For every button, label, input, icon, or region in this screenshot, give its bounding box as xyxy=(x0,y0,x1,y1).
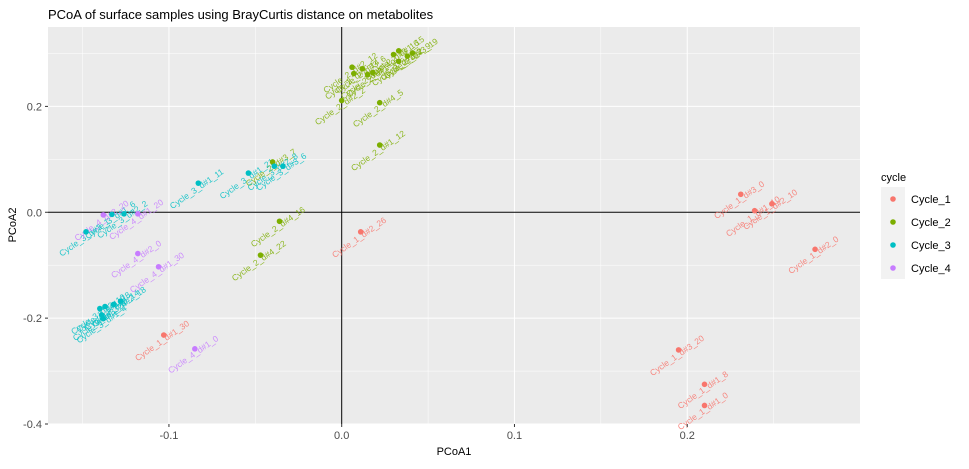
legend-title: cycle xyxy=(881,172,906,184)
data-point-cycle-2 xyxy=(349,64,355,71)
y-tick-label: -0.2 xyxy=(23,313,42,325)
data-point-cycle-3 xyxy=(117,298,124,304)
data-point-cycle-2 xyxy=(364,71,371,78)
data-point-cycle-2 xyxy=(338,97,345,104)
data-point-cycle-1 xyxy=(751,207,758,214)
y-tick-label: -0.4 xyxy=(23,419,42,431)
data-point-cycle-2 xyxy=(370,69,376,76)
legend-key-cycle-2 xyxy=(890,219,896,225)
data-point-cycle-3 xyxy=(109,211,115,218)
data-point-cycle-2 xyxy=(404,53,411,59)
y-tick-label: 0.0 xyxy=(27,207,42,219)
chart-title: PCoA of surface samples using BrayCurtis… xyxy=(48,7,434,22)
x-tick-label: 0.0 xyxy=(334,430,349,442)
data-point-cycle-2 xyxy=(359,66,366,72)
data-point-cycle-1 xyxy=(160,332,167,338)
data-points xyxy=(83,48,818,409)
legend-label: Cycle_4 xyxy=(911,263,951,275)
data-point-cycle-2 xyxy=(395,48,402,54)
data-point-cycle-3 xyxy=(110,301,117,308)
legend: cycle Cycle_1 Cycle_2 Cycle_3 Cycle_4 xyxy=(881,172,951,279)
legend-key-cycle-4 xyxy=(890,265,896,271)
data-point-cycle-3 xyxy=(121,211,127,217)
data-point-cycle-2 xyxy=(269,159,276,165)
plot-panel xyxy=(48,27,860,424)
data-point-cycle-2 xyxy=(395,58,402,65)
legend-label: Cycle_2 xyxy=(911,217,951,229)
data-point-cycle-4 xyxy=(100,212,107,218)
data-point-cycle-1 xyxy=(701,402,708,409)
data-point-cycle-4 xyxy=(192,346,198,352)
data-point-cycle-3 xyxy=(245,170,252,176)
data-point-cycle-1 xyxy=(737,191,744,198)
data-point-cycle-2 xyxy=(376,99,383,106)
legend-label: Cycle_1 xyxy=(911,194,951,206)
data-point-cycle-1 xyxy=(769,200,775,207)
data-point-cycle-2 xyxy=(276,218,283,225)
data-point-cycle-3 xyxy=(280,163,286,170)
data-point-cycle-1 xyxy=(675,347,682,353)
data-point-cycle-3 xyxy=(97,305,103,312)
x-axis-title: PCoA1 xyxy=(437,446,472,458)
x-axis-ticks: -0.1 0.0 0.1 0.2 xyxy=(159,424,695,442)
data-point-cycle-3 xyxy=(195,180,202,186)
data-point-cycle-2 xyxy=(350,70,357,77)
data-point-cycle-2 xyxy=(409,50,416,56)
data-point-cycle-1 xyxy=(357,229,364,235)
data-point-cycle-2 xyxy=(257,252,264,258)
y-axis-ticks: -0.4 -0.2 0.0 0.2 xyxy=(23,101,48,431)
minor-gridlines xyxy=(48,27,860,424)
data-point-cycle-4 xyxy=(155,263,162,270)
data-point-cycle-3 xyxy=(271,163,278,170)
data-point-cycle-4 xyxy=(135,250,141,257)
data-point-cycle-3 xyxy=(83,229,89,235)
legend-label: Cycle_3 xyxy=(911,240,951,252)
data-point-cycle-1 xyxy=(701,381,708,388)
data-point-cycle-1 xyxy=(812,246,818,253)
reference-lines xyxy=(48,27,860,424)
data-point-cycle-4 xyxy=(135,211,141,217)
legend-key-cycle-3 xyxy=(890,242,896,248)
x-tick-label: 0.1 xyxy=(507,430,522,442)
data-point-cycle-3 xyxy=(102,303,108,310)
legend-key-cycle-1 xyxy=(890,196,896,202)
data-point-cycle-2 xyxy=(376,142,383,148)
y-tick-label: 0.2 xyxy=(27,101,42,113)
x-tick-label: -0.1 xyxy=(159,430,178,442)
data-point-cycle-3 xyxy=(100,315,107,322)
data-point-cycle-2 xyxy=(390,51,397,58)
x-tick-label: 0.2 xyxy=(680,430,695,442)
y-axis-title: PCoA2 xyxy=(7,208,19,243)
